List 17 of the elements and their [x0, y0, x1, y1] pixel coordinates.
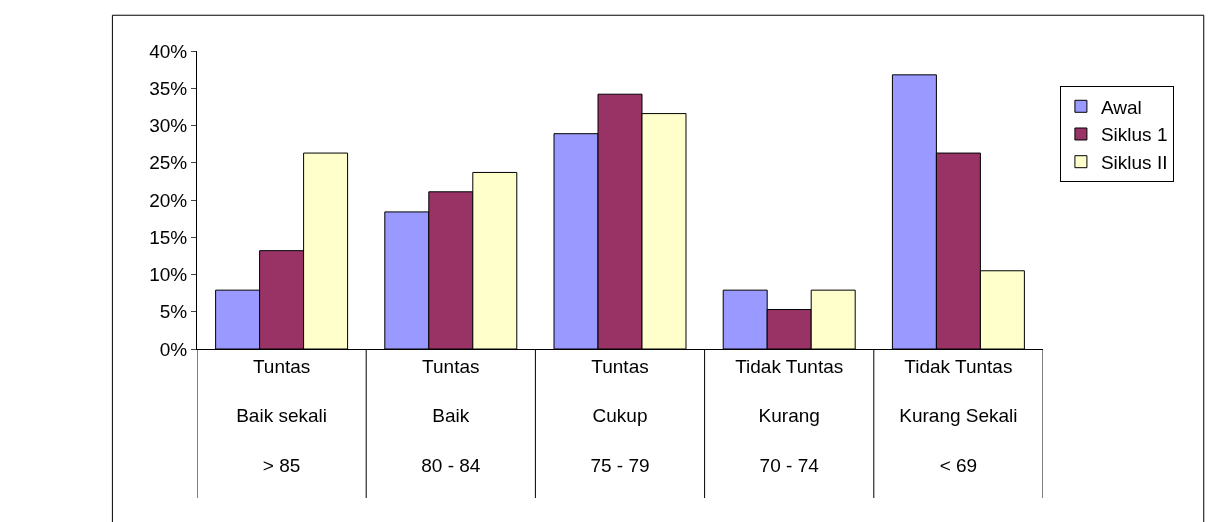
legend-label: Siklus 1 — [1100, 124, 1168, 146]
y-tick-label: 40% — [149, 40, 188, 62]
y-tick-label: 25% — [149, 152, 188, 174]
category-label: Tidak Tuntas Kurang Sekali < 69 — [899, 355, 1018, 476]
y-tick-label: 35% — [149, 77, 188, 99]
category-label: Tidak Tuntas Kurang 70 - 74 — [735, 355, 844, 476]
y-tick-label: 20% — [149, 189, 188, 211]
y-tick-label: 15% — [149, 226, 188, 248]
y-tick-label: 10% — [149, 264, 188, 286]
y-tick-label: 0% — [159, 338, 188, 360]
category-label: Tuntas Baik sekali > 85 — [236, 355, 328, 476]
category-label: Tuntas Cukup 75 - 79 — [590, 355, 650, 476]
legend-label: Awal — [1100, 96, 1142, 118]
category-label: Tuntas Baik 80 - 84 — [421, 355, 481, 476]
y-tick-label: 30% — [149, 115, 188, 137]
y-tick-label: 5% — [159, 301, 188, 323]
legend-label: Siklus II — [1100, 152, 1168, 174]
